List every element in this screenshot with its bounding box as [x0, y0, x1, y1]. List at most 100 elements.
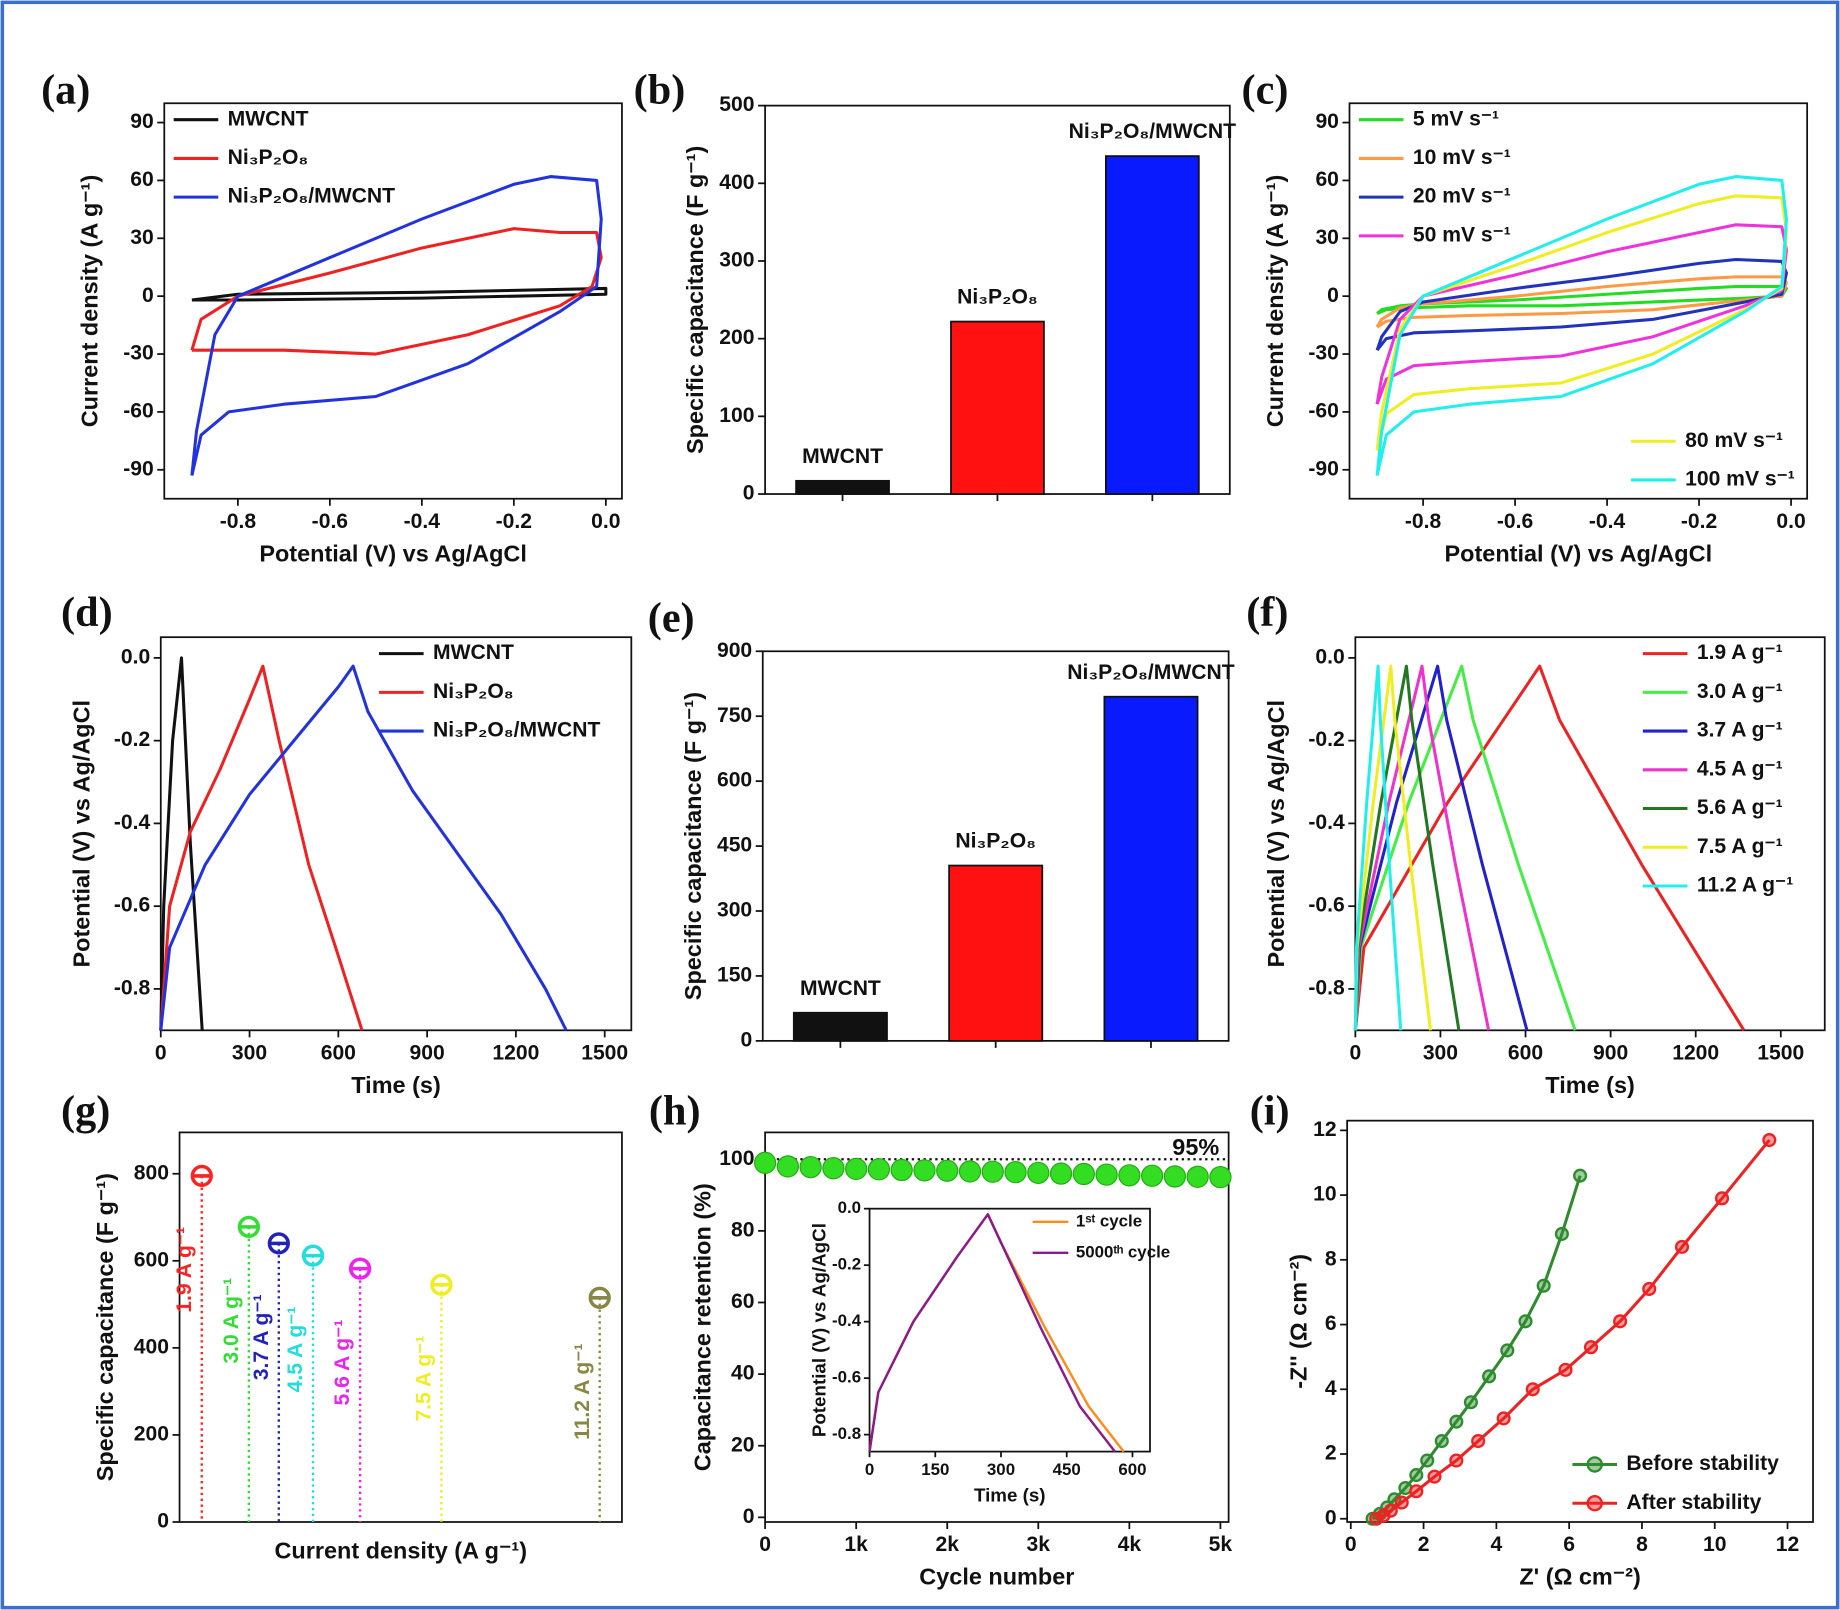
point-label: 3.0 A g⁻¹: [220, 1278, 243, 1364]
y-tick-label: 300: [719, 249, 754, 272]
y-tick-label: 0: [743, 1505, 755, 1528]
data-point: [1209, 1166, 1232, 1189]
y-tick-label: 900: [717, 639, 752, 662]
data-point: [1095, 1163, 1118, 1186]
y-tick-label: 500: [719, 93, 754, 116]
data-point: [1642, 1281, 1657, 1297]
y-axis-label: Potential (V) vs Ag/AgCl: [1263, 700, 1289, 968]
y-tick-label: 10: [1313, 1183, 1336, 1206]
panel-label: (c): [1242, 67, 1289, 114]
y-tick-label: -90: [123, 457, 154, 480]
data-point: [1186, 1165, 1209, 1188]
x-axis-label: Time (s): [351, 1072, 441, 1098]
y-tick-label: -0.6: [114, 894, 150, 917]
data-point: [1409, 1484, 1424, 1499]
x-tick-label: -0.6: [1497, 510, 1533, 533]
y-tick-label: 90: [1315, 110, 1338, 133]
y-tick-label: -60: [1308, 399, 1339, 422]
y-tick-label: -0.8: [114, 977, 151, 1000]
data-point: [1394, 1495, 1409, 1510]
y-axis-label: Capacitance retention (%): [689, 1183, 715, 1471]
data-point: [753, 1151, 777, 1174]
y-tick-label: 0: [1325, 1506, 1337, 1529]
y-tick-label: -0.2: [114, 728, 150, 751]
data-point: [867, 1158, 891, 1181]
x-tick-label: 3k: [1027, 1533, 1051, 1556]
y-axis-label: Current density (A g⁻¹): [1262, 175, 1288, 428]
x-axis-label: Potential (V) vs Ag/AgCl: [1445, 540, 1713, 566]
y-tick-label: 2: [1325, 1442, 1337, 1465]
x-tick-label: 2: [1418, 1533, 1430, 1556]
plot-frame: [868, 1207, 1151, 1453]
data-point: [1482, 1369, 1497, 1384]
x-tick-label: 1200: [1672, 1041, 1719, 1064]
legend-label: Ni₃P₂O₈: [433, 680, 514, 703]
legend-label: 4.5 A g⁻¹: [1697, 757, 1783, 780]
data-line: [1353, 664, 1746, 1032]
legend-label: 1ˢᵗ cycle: [1076, 1211, 1142, 1230]
x-tick-label: 0.0: [1776, 510, 1805, 533]
y-tick-label: 60: [731, 1290, 754, 1313]
x-tick-label: -0.2: [496, 510, 532, 533]
data-point: [1536, 1278, 1551, 1293]
x-tick-label: 600: [1118, 1460, 1146, 1479]
y-tick-label: 8: [1325, 1247, 1337, 1270]
y-axis-label: Specific capacitance (F g⁻¹): [92, 1173, 118, 1481]
x-tick-label: 4k: [1118, 1533, 1142, 1556]
y-tick-label: 12: [1313, 1118, 1336, 1141]
data-point: [845, 1157, 868, 1181]
y-tick-label: 0: [740, 1028, 752, 1051]
data-line: [159, 656, 204, 1031]
y-tick-label: 4: [1325, 1377, 1337, 1400]
y-tick-label: 0.0: [121, 645, 150, 668]
x-tick-label: -0.2: [1681, 510, 1717, 533]
data-point: [1500, 1343, 1515, 1358]
data-point: [1762, 1133, 1777, 1148]
x-axis-label: Time (s): [974, 1485, 1046, 1506]
data-point: [936, 1159, 959, 1182]
panel-label: (i): [1250, 1087, 1290, 1134]
x-tick-label: 8: [1636, 1533, 1648, 1556]
bar-label: Ni₃P₂O₈/MWCNT: [1067, 661, 1234, 684]
bar: [950, 320, 1045, 495]
data-line: [868, 1213, 1116, 1453]
data-point: [1004, 1160, 1027, 1184]
y-tick-label: 750: [717, 704, 752, 727]
data-line: [191, 286, 608, 302]
legend-label: Before stability: [1626, 1452, 1779, 1475]
x-tick-label: 150: [921, 1460, 949, 1479]
y-tick-label: 300: [717, 899, 752, 922]
y-tick-label: -0.4: [114, 811, 151, 834]
plot-frame: [1354, 636, 1826, 1032]
legend-label: Ni₃P₂O₈/MWCNT: [433, 719, 600, 742]
legend-label: 3.7 A g⁻¹: [1697, 719, 1783, 742]
data-point: [1573, 1168, 1588, 1183]
data-point: [1449, 1453, 1464, 1468]
x-tick-label: 12: [1776, 1533, 1799, 1556]
y-tick-label: -60: [123, 399, 154, 422]
x-tick-label: 0: [759, 1533, 771, 1556]
x-tick-label: 4: [1490, 1533, 1502, 1556]
x-axis-label: Cycle number: [919, 1564, 1074, 1590]
x-tick-label: 300: [987, 1460, 1015, 1479]
data-point: [1369, 1511, 1384, 1526]
y-tick-label: -30: [123, 342, 154, 365]
x-tick-label: 2k: [935, 1533, 959, 1556]
y-tick-label: 30: [1315, 226, 1338, 249]
x-tick-label: -0.6: [312, 510, 348, 533]
y-tick-label: 400: [719, 171, 754, 194]
annotation: 95%: [1172, 1134, 1219, 1160]
data-point: [1027, 1161, 1050, 1185]
legend-label: 7.5 A g⁻¹: [1697, 835, 1783, 858]
bar: [1104, 155, 1200, 495]
x-axis-label: Potential (V) vs Ag/AgCl: [259, 540, 527, 566]
y-axis-label: Potential (V) vs Ag/AgCl: [809, 1223, 830, 1437]
x-tick-label: 600: [1508, 1041, 1543, 1064]
y-tick-label: -0.4: [1308, 811, 1345, 834]
bar: [792, 1011, 888, 1042]
data-point: [1409, 1468, 1424, 1483]
y-tick-label: -0.6: [832, 1368, 861, 1387]
y-tick-label: 80: [731, 1218, 754, 1241]
data-point: [890, 1158, 913, 1182]
data-point: [1072, 1162, 1095, 1186]
